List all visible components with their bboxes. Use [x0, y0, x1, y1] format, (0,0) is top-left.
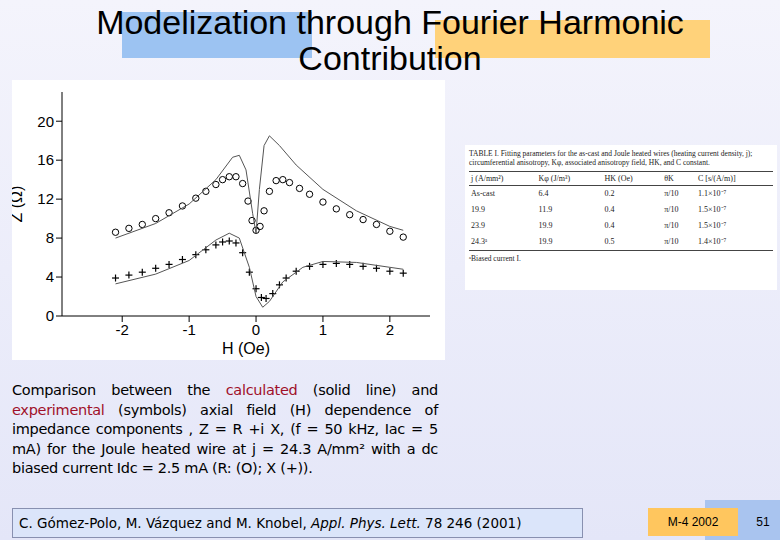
html-text:0.4: 0.4	[604, 221, 615, 230]
html-text:experimental (symbols) axial f: experimental (symbols) axial field (H) d…	[12, 401, 438, 476]
html-text:24.3ᵃ: 24.3ᵃ	[471, 237, 488, 246]
html-text:23.9: 23.9	[471, 221, 485, 230]
html-text:TABLE I. Fitting parameters fo: TABLE I. Fitting parameters for the as-c…	[469, 149, 753, 167]
html-text:Modelization through Fourier H: Modelization through Fourier Harmonic	[96, 3, 684, 41]
html-text:π/10: π/10	[664, 189, 679, 198]
html-text:ᵃBiased current I.: ᵃBiased current I.	[469, 254, 521, 263]
svg-text:Z (Ω): Z (Ω)	[12, 186, 25, 223]
html-text:1.5×10⁻⁷: 1.5×10⁻⁷	[698, 221, 727, 230]
html-text:Contribution: Contribution	[298, 39, 482, 77]
svg-text:-1: -1	[182, 321, 195, 338]
html-text:Comparison between the calcula: Comparison between the calculated (solid…	[12, 382, 438, 398]
html-text:6.4: 6.4	[538, 189, 549, 198]
svg-text:4: 4	[46, 268, 54, 285]
svg-text:2: 2	[386, 321, 394, 338]
html-text:1.4×10⁻⁷: 1.4×10⁻⁷	[698, 237, 727, 246]
svg-text:1: 1	[319, 321, 327, 338]
html-text:j (A/mm²): j (A/mm²)	[471, 174, 504, 183]
html-text:0.4: 0.4	[604, 205, 615, 214]
html-text:51: 51	[756, 515, 770, 529]
html-text:19.9: 19.9	[471, 205, 485, 214]
html-text:Kφ (J/m³): Kφ (J/m³)	[538, 174, 571, 183]
html-text:M-4 2002: M-4 2002	[667, 515, 719, 529]
html-text:π/10: π/10	[664, 205, 679, 214]
html-text:1.5×10⁻⁷: 1.5×10⁻⁷	[698, 205, 727, 214]
html-text:C [s/(A/m)]: C [s/(A/m)]	[698, 174, 736, 183]
html-text:HK (Oe): HK (Oe)	[604, 174, 633, 183]
svg-text:8: 8	[46, 229, 54, 246]
html-text:π/10: π/10	[664, 237, 679, 246]
html-text:1.1×10⁻⁷: 1.1×10⁻⁷	[698, 189, 727, 198]
svg-text:16: 16	[37, 151, 54, 168]
html-text:19.9: 19.9	[538, 237, 553, 246]
html-text:0.5: 0.5	[604, 237, 615, 246]
html-text:π/10: π/10	[664, 221, 679, 230]
svg-text:H (Oe): H (Oe)	[222, 340, 270, 357]
html-text:19.9: 19.9	[538, 221, 553, 230]
html-text:θK: θK	[664, 174, 674, 183]
svg-text:20: 20	[37, 113, 54, 130]
html-text:As-cast: As-cast	[471, 189, 495, 198]
html-text:0.2: 0.2	[604, 189, 615, 198]
svg-text:12: 12	[37, 190, 54, 207]
html-text:C. Gómez-Polo, M. Vázquez and: C. Gómez-Polo, M. Vázquez and M. Knobel,…	[19, 515, 522, 531]
html-text:11.9: 11.9	[538, 205, 553, 214]
svg-text:0: 0	[46, 307, 54, 324]
svg-text:-2: -2	[116, 321, 129, 338]
svg-text:0: 0	[252, 321, 260, 338]
